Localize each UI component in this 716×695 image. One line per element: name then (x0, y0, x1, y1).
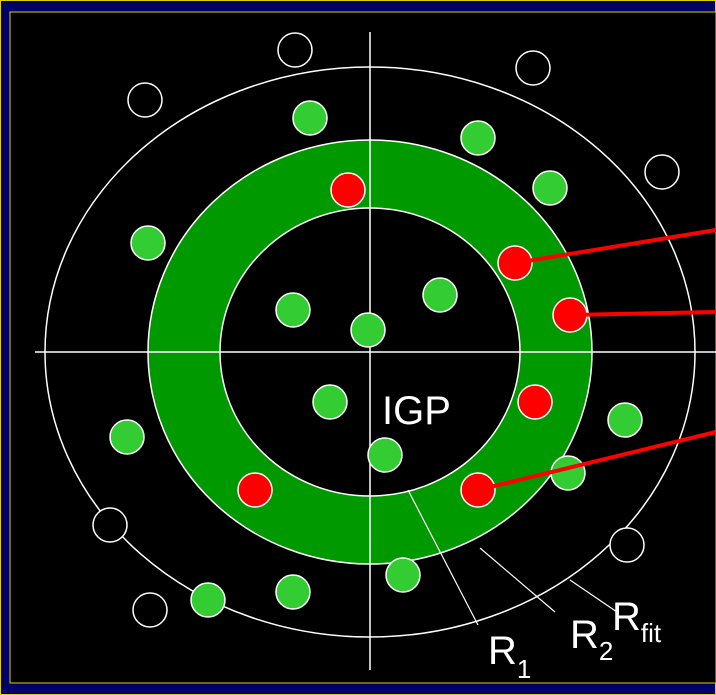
green-dot (532, 170, 568, 206)
red-line (569, 310, 716, 317)
green-dot (130, 225, 166, 261)
empty-dot (92, 507, 128, 543)
green-dot (109, 419, 145, 455)
r1-label: R1 (488, 629, 531, 684)
dots (92, 32, 680, 628)
green-dot (385, 557, 421, 593)
green-dot (190, 582, 226, 618)
leader-lines (407, 489, 618, 626)
empty-dot (609, 527, 645, 563)
green-dot (422, 277, 458, 313)
empty-dot (132, 592, 168, 628)
green-dot (292, 100, 328, 136)
leader-line (479, 547, 556, 613)
rfit-label: Rfit (612, 595, 662, 648)
leader-line (569, 579, 618, 613)
red-dot (330, 172, 366, 208)
empty-dot (277, 32, 313, 68)
empty-dot (515, 50, 551, 86)
red-line (477, 430, 716, 492)
red-dot (237, 472, 273, 508)
green-dot (460, 120, 496, 156)
red-dot (517, 384, 553, 420)
green-dot (275, 574, 311, 610)
center-label: IGP (382, 389, 451, 433)
green-dot (312, 384, 348, 420)
green-dot (275, 292, 311, 328)
green-dot (367, 437, 403, 473)
red-lines (477, 228, 716, 492)
green-dot (350, 312, 386, 348)
red-line (514, 228, 716, 265)
green-dot (607, 402, 643, 438)
empty-dot (644, 154, 680, 190)
empty-dot (127, 82, 163, 118)
r2-label: R2 (570, 613, 613, 666)
leader-line (407, 489, 479, 626)
